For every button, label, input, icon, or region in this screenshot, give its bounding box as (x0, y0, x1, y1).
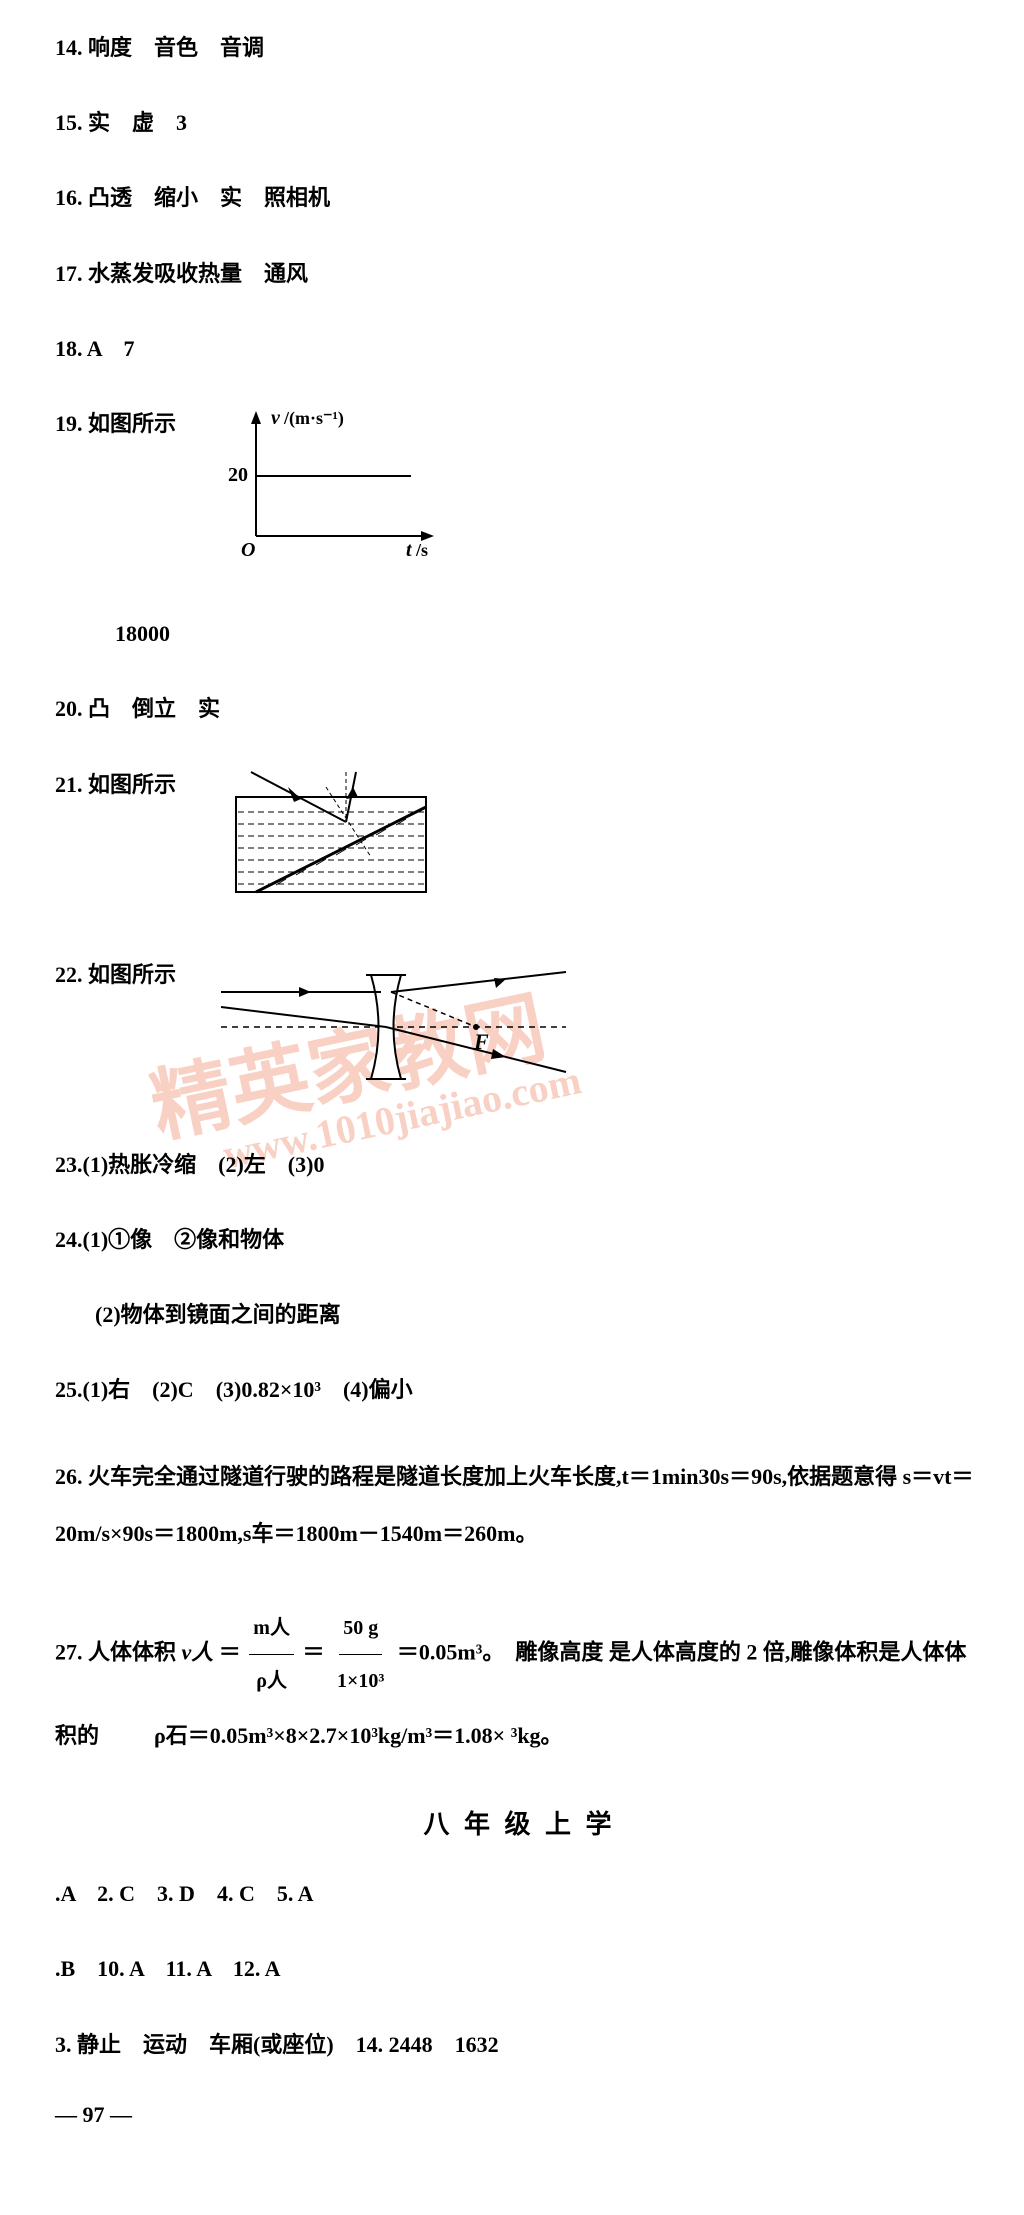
answer-15: 15. 实 虚 3 (55, 105, 984, 140)
fraction-2-num: 50 g (339, 1602, 382, 1655)
velocity-chart: 20 v /(m·s⁻¹) t /s O (216, 406, 446, 576)
answer-27-prefix: 27. 人体体积 (55, 1640, 182, 1665)
answer-19-extra: 18000 (115, 616, 984, 651)
velocity-chart-svg: 20 v /(m·s⁻¹) t /s O (216, 406, 446, 566)
svg-text:20: 20 (228, 464, 248, 486)
answer-21-label: 21. 如图所示 (55, 767, 176, 802)
answer-19-label: 19. 如图所示 (55, 406, 176, 441)
answer-21: 21. 如图所示 (55, 767, 984, 917)
svg-text:O: O (241, 539, 255, 561)
answer-23: 23.(1)热胀冷缩 (2)左 (3)0 (55, 1147, 984, 1182)
svg-text:/s: /s (415, 540, 428, 560)
page-content: 14. 响度 音色 音调 15. 实 虚 3 16. 凸透 缩小 实 照相机 1… (55, 30, 984, 2128)
answer-24-2: (2)物体到镜面之间的距离 (95, 1297, 984, 1332)
lens-diagram-svg: F (216, 957, 576, 1097)
answer-20: 20. 凸 倒立 实 (55, 691, 984, 726)
lens-diagram: F (216, 957, 576, 1107)
fraction-2-den: 1×10³ (333, 1655, 388, 1707)
answer-25: 25.(1)右 (2)C (3)0.82×10³ (4)偏小 (55, 1372, 984, 1407)
svg-text:v: v (271, 407, 281, 429)
answer-27-lhs: v人 (182, 1640, 214, 1665)
section-title: 八 年 级 上 学 (55, 1804, 984, 1841)
answer-18: 18. A 7 (55, 331, 984, 366)
svg-text:F: F (473, 1029, 489, 1054)
fraction-2: 50 g 1×10³ (333, 1602, 388, 1707)
answer-19: 19. 如图所示 20 v /(m·s⁻¹) t /s O (55, 406, 984, 576)
answer-27: 27. 人体体积 v人 ＝ m人 ρ人 ＝ 50 g 1×10³ ＝0.05m³… (55, 1602, 984, 1764)
next-row-2: .B 10. A 11. A 12. A (55, 1951, 984, 1986)
refraction-diagram (216, 767, 446, 917)
fraction-1: m人 ρ人 (249, 1602, 294, 1707)
answer-27-end: ρ石＝0.05m³×8×2.7×10³kg/m³＝1.08× ³kg。 (154, 1723, 563, 1748)
answer-24-1: 24.(1)①像 ②像和物体 (55, 1222, 984, 1257)
answer-17: 17. 水蒸发吸收热量 通风 (55, 256, 984, 291)
page-number: — 97 — (55, 2102, 984, 2128)
fraction-1-den: ρ人 (252, 1655, 291, 1707)
answer-26: 26. 火车完全通过隧道行驶的路程是隧道长度加上火车长度,t＝1min30s＝9… (55, 1448, 984, 1562)
next-row-1: .A 2. C 3. D 4. C 5. A (55, 1876, 984, 1911)
answer-22-label: 22. 如图所示 (55, 957, 176, 992)
fraction-1-num: m人 (249, 1602, 294, 1655)
svg-text:t: t (406, 539, 413, 561)
svg-text:/(m·s⁻¹): /(m·s⁻¹) (283, 408, 344, 429)
refraction-diagram-svg (216, 767, 446, 907)
answer-22: 22. 如图所示 (55, 957, 984, 1107)
answer-14: 14. 响度 音色 音调 (55, 30, 984, 65)
answer-16: 16. 凸透 缩小 实 照相机 (55, 180, 984, 215)
next-row-3: 3. 静止 运动 车厢(或座位) 14. 2448 1632 (55, 2027, 984, 2062)
